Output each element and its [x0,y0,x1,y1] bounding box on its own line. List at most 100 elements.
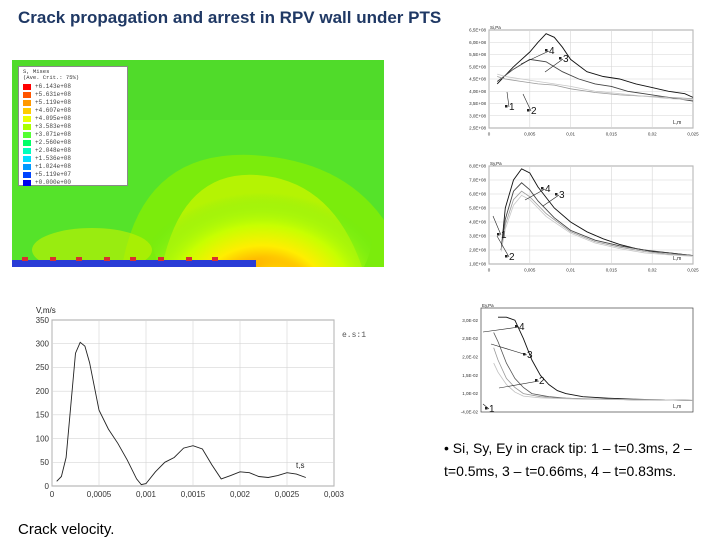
y-tick-label: 1,0E-02 [462,391,478,396]
x-tick-label: 0,005 [524,132,536,137]
curve-label: 4 [549,46,555,57]
x-tick-label: 0 [50,490,55,499]
x-tick-label: 0,0025 [275,490,300,499]
x-tick-label: 0,015 [606,132,618,137]
callout-dot [505,105,508,108]
legend-row: +3.583e+08 [23,123,123,131]
ey-strain-chart: -4,0E-02 1,0E-02 1,5E-02 2,0E-02 2,5E-02 3,0E… [461,303,694,415]
y-tick-label: 3,0E-02 [462,318,478,323]
legend-level: +1.024e+08 [35,163,72,170]
x-tick-label: 0 [488,132,491,137]
callout-line [524,188,546,201]
legend-level: +4.607e+08 [35,107,72,114]
legend-row: +2.048e+08 [23,147,123,155]
legend-row: +2.560e+08 [23,139,123,147]
callout-dot [527,109,530,112]
series-line-V [56,341,306,486]
x-tick-label: 0,0015 [181,490,206,499]
curve-label: 4 [519,322,525,333]
y-tick-label: 1,0E+08 [469,262,486,267]
legend-row: +3.071e+08 [23,131,123,139]
callout-dot [515,325,518,328]
curve-label: 2 [539,376,545,387]
x-tick-label: 0,02 [648,132,657,137]
legend-level: +6.143e+08 [35,83,72,90]
legend-swatch [23,100,31,106]
crack-element-marker [186,257,192,261]
crack-element-marker [104,257,110,261]
crack-element-marker [22,257,28,261]
series-line-4 [496,33,694,98]
crack-element-marker [130,257,136,261]
legend-swatch [23,84,31,90]
legend-row: +5.119e+07 [23,171,123,179]
y-tick-label: 2,0E+08 [469,248,486,253]
velocity-chart: 0 50 100 150 200 250 300 350 0 0,0005 0,001 0,0015 0… [36,306,345,499]
y-axis-label: Ey,Pa [482,303,494,308]
y-tick-label: 6,0E+08 [469,40,486,45]
contour-field [12,60,384,267]
series-line-2 [497,73,694,101]
curve-label: 3 [563,54,569,65]
plot-area [480,307,694,413]
legend-swatch [23,156,31,162]
series-line-1 [493,362,694,401]
legend-row: +5.631e+08 [23,91,123,99]
curve-label: 3 [559,190,565,201]
legend-row: +4.607e+08 [23,107,123,115]
callout-line [506,91,510,108]
series-line-3 [496,58,694,102]
y-tick-label: 300 [36,340,50,349]
y-tick-label: 200 [36,387,50,396]
legend-level: +1.536e+08 [35,155,72,162]
legend-level: +4.095e+08 [35,115,72,122]
x-tick-label: 0,02 [648,268,657,273]
stray-label: e.s:1 [342,331,367,340]
crack-path-strip [12,260,256,267]
x-axis-label: L,m [673,256,681,262]
sy-stress-chart: 1,0E+08 2,0E+08 3,0E+08 4,0E+08 5,0E+08 6,0E+… [469,161,699,273]
legend-swatch [23,116,31,122]
y-tick-label: 7,0E+08 [469,178,486,183]
curve-label: 1 [509,102,515,113]
legend-row: +0.000e+00 [23,179,123,187]
callout-line [482,403,490,410]
x-tick-label: 0,015 [606,268,618,273]
x-tick-label: 0,025 [687,268,699,273]
callout-dot [505,255,508,258]
callout-dot [535,379,538,382]
legend-swatch [23,108,31,114]
callout-line [496,235,510,258]
x-tick-label: 0,003 [324,490,345,499]
callout-dot [555,193,558,196]
series-line-2 [500,194,694,257]
callout-line [542,194,560,207]
y-tick-label: 6,0E+08 [469,192,486,197]
y-tick-label: 4,0E+08 [469,89,486,94]
legend-swatch [23,172,31,178]
y-tick-label: -4,0E-02 [461,410,479,415]
callout-dot [559,57,562,60]
y-tick-label: 100 [36,434,50,443]
legend-row: +1.024e+08 [23,163,123,171]
y-tick-label: 4,0E+08 [469,220,486,225]
curve-label: 3 [527,350,533,361]
legend-swatch [23,180,31,186]
legend-level: +0.000e+00 [35,179,72,186]
y-tick-label: 2,5E+08 [469,126,486,131]
x-axis-label: t,s [296,461,304,470]
callout-line [544,58,564,73]
legend-row: +4.095e+08 [23,115,123,123]
legend-swatch [23,124,31,130]
curve-label: 1 [489,404,495,415]
plot-area [488,165,694,265]
legend-swatch [23,148,31,154]
y-tick-label: 3,5E+08 [469,101,486,106]
callout-dot [485,407,488,410]
callout-line [482,326,520,333]
y-tick-label: 2,0E-02 [462,355,478,360]
legend-level: +3.071e+08 [35,131,72,138]
x-tick-label: 0,01 [566,132,575,137]
callout-line [498,380,540,389]
slide-title: Crack propagation and arrest in RPV wall… [18,8,442,27]
